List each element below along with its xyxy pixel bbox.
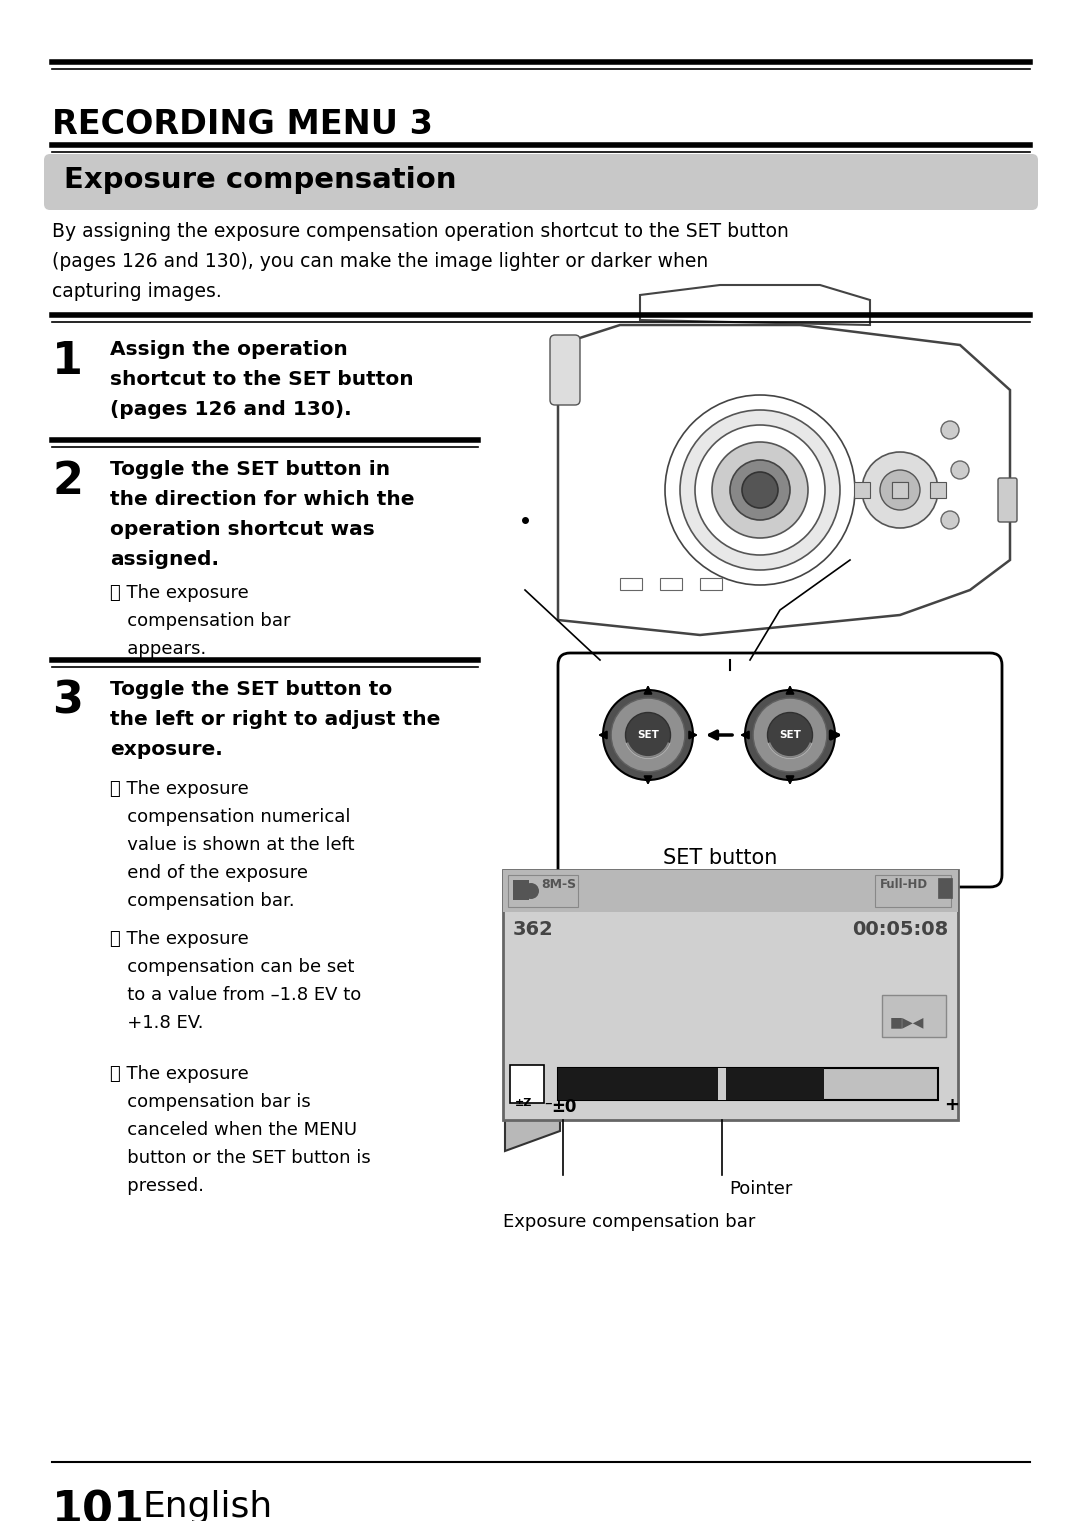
Polygon shape (640, 284, 870, 325)
Text: 101: 101 (52, 1491, 145, 1521)
Text: Exposure compensation bar: Exposure compensation bar (503, 1214, 755, 1230)
Text: end of the exposure: end of the exposure (110, 864, 308, 882)
Bar (660, 578, 681, 590)
Text: compensation bar: compensation bar (110, 611, 291, 630)
Text: ・ The exposure: ・ The exposure (110, 929, 248, 948)
FancyBboxPatch shape (510, 1065, 544, 1103)
Text: 3: 3 (52, 680, 83, 722)
Circle shape (768, 712, 812, 757)
Circle shape (680, 411, 840, 570)
Text: Toggle the SET button to: Toggle the SET button to (110, 680, 392, 700)
Text: exposure.: exposure. (110, 741, 222, 759)
Circle shape (742, 472, 778, 508)
Text: ・ The exposure: ・ The exposure (110, 780, 248, 799)
Bar (939, 878, 951, 897)
Bar (620, 578, 642, 590)
Circle shape (696, 424, 825, 555)
Text: 1: 1 (52, 341, 83, 383)
Text: compensation can be set: compensation can be set (110, 958, 354, 976)
Text: ±0: ±0 (551, 1098, 577, 1116)
Text: ±Z: ±Z (515, 1098, 532, 1107)
Text: compensation numerical: compensation numerical (110, 808, 351, 826)
Text: ・ The exposure: ・ The exposure (110, 584, 248, 602)
Text: Exposure compensation: Exposure compensation (64, 166, 457, 195)
Circle shape (745, 691, 835, 780)
Text: RECORDING MENU 3: RECORDING MENU 3 (52, 108, 433, 141)
Text: Toggle the SET button in: Toggle the SET button in (110, 459, 390, 479)
FancyBboxPatch shape (508, 875, 578, 907)
Text: Assign the operation: Assign the operation (110, 341, 348, 359)
Text: SET button: SET button (663, 849, 778, 868)
Bar (892, 482, 908, 497)
Circle shape (712, 443, 808, 538)
Text: pressed.: pressed. (110, 1177, 204, 1196)
Text: assigned.: assigned. (110, 551, 219, 569)
Circle shape (941, 511, 959, 529)
Text: appears.: appears. (110, 640, 206, 659)
Text: to a value from –1.8 EV to: to a value from –1.8 EV to (110, 986, 361, 1004)
Text: 00:05:08: 00:05:08 (852, 920, 948, 938)
Bar (717, 1068, 726, 1100)
Text: (pages 126 and 130), you can make the image lighter or darker when: (pages 126 and 130), you can make the im… (52, 252, 708, 271)
Text: compensation bar is: compensation bar is (110, 1094, 311, 1110)
Circle shape (862, 452, 939, 528)
Text: value is shown at the left: value is shown at the left (110, 837, 354, 853)
Text: +: + (944, 1097, 959, 1113)
Text: By assigning the exposure compensation operation shortcut to the SET button: By assigning the exposure compensation o… (52, 222, 788, 240)
Text: –: – (544, 1097, 552, 1110)
Text: the direction for which the: the direction for which the (110, 490, 415, 510)
Polygon shape (558, 325, 1010, 634)
Text: 2: 2 (52, 459, 83, 503)
Bar (558, 1068, 939, 1100)
Circle shape (665, 395, 855, 586)
Text: ・ The exposure: ・ The exposure (110, 1065, 248, 1083)
Circle shape (753, 698, 827, 771)
Text: +1.8 EV.: +1.8 EV. (110, 1015, 203, 1033)
FancyBboxPatch shape (882, 995, 946, 1037)
Circle shape (611, 698, 685, 771)
Circle shape (625, 712, 671, 757)
FancyBboxPatch shape (998, 478, 1017, 522)
Circle shape (603, 691, 693, 780)
FancyBboxPatch shape (558, 653, 1002, 887)
Text: SET: SET (779, 730, 801, 741)
Text: compensation bar.: compensation bar. (110, 891, 295, 910)
Bar (930, 482, 946, 497)
Circle shape (523, 884, 539, 899)
Bar (503, 870, 958, 1119)
FancyBboxPatch shape (550, 335, 580, 405)
Text: shortcut to the SET button: shortcut to the SET button (110, 370, 414, 389)
Bar (700, 578, 723, 590)
Bar (513, 881, 529, 900)
Text: 8M-S: 8M-S (541, 878, 576, 891)
Polygon shape (505, 911, 561, 1151)
Circle shape (880, 470, 920, 510)
Bar (503, 870, 958, 913)
Bar (854, 482, 870, 497)
Text: operation shortcut was: operation shortcut was (110, 520, 375, 538)
Text: canceled when the MENU: canceled when the MENU (110, 1121, 357, 1139)
Text: English: English (141, 1491, 272, 1521)
Text: Pointer: Pointer (730, 1180, 793, 1199)
FancyBboxPatch shape (44, 154, 1038, 210)
Text: (pages 126 and 130).: (pages 126 and 130). (110, 400, 352, 418)
Bar (558, 1068, 824, 1100)
Text: the left or right to adjust the: the left or right to adjust the (110, 710, 441, 729)
Text: Full-HD: Full-HD (880, 878, 928, 891)
Circle shape (941, 421, 959, 440)
Text: button or the SET button is: button or the SET button is (110, 1148, 370, 1167)
Text: SET: SET (637, 730, 659, 741)
Bar (892, 482, 908, 497)
FancyBboxPatch shape (875, 875, 951, 907)
Text: ■▶◀: ■▶◀ (890, 1015, 924, 1030)
Circle shape (951, 461, 969, 479)
Circle shape (730, 459, 789, 520)
Text: 362: 362 (513, 920, 554, 938)
Text: capturing images.: capturing images. (52, 281, 221, 301)
